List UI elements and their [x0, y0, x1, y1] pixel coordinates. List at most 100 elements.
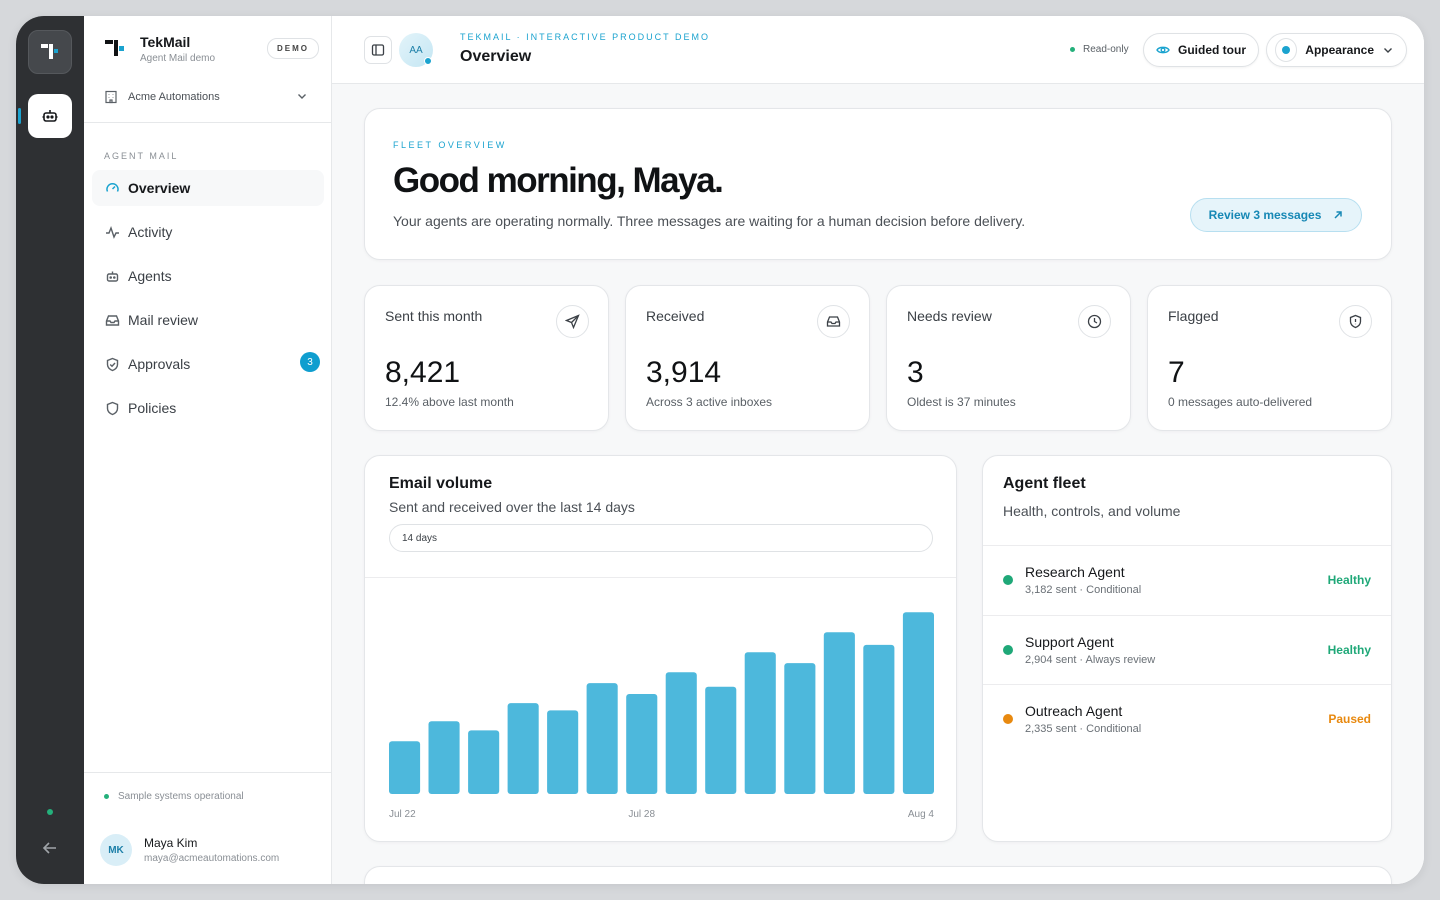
agent-row-support[interactable]: Support Agent 2,904 sent · Always review… — [983, 615, 1391, 685]
sidebar-item-label: Policies — [128, 400, 177, 416]
sidebar-footer-divider — [84, 772, 331, 773]
page-title: Overview — [460, 48, 532, 65]
stat-card-received: Received 3,914 Across 3 active inboxes — [625, 285, 870, 431]
bot-icon — [41, 107, 59, 125]
main-content: AA TEKMAIL · INTERACTIVE PRODUCT DEMO Ov… — [332, 16, 1424, 884]
bar-jul-25[interactable] — [507, 703, 539, 794]
x-tick-label: Jul 22 — [389, 809, 416, 820]
clock-icon — [1078, 305, 1111, 338]
sidebar-item-activity[interactable]: Activity — [92, 214, 324, 250]
tekmail-logo[interactable] — [28, 30, 72, 74]
arrow-left-icon — [42, 840, 58, 856]
review-messages-label: Review 3 messages — [1208, 208, 1322, 222]
bar-jul-22[interactable] — [389, 741, 421, 794]
bar-aug-1[interactable] — [784, 663, 816, 794]
agent-row-outreach[interactable]: Outreach Agent 2,335 sent · Conditional … — [983, 684, 1391, 754]
sidebar-divider — [84, 122, 331, 123]
appearance-button[interactable]: Appearance — [1266, 33, 1407, 67]
sidebar-item-approvals[interactable]: Approvals 3 — [92, 346, 324, 382]
sidebar-item-mail-review[interactable]: Mail review — [92, 302, 324, 338]
agent-name: Research Agent — [1025, 564, 1125, 580]
eye-icon — [1156, 43, 1170, 57]
bar-aug-4[interactable] — [902, 612, 934, 794]
bar-jul-23[interactable] — [428, 721, 460, 794]
workspace-initials: AA — [409, 44, 423, 56]
user-email: maya@acmeautomations.com — [144, 853, 280, 864]
stat-value: 3,914 — [646, 356, 722, 389]
agent-mail-app-button[interactable] — [28, 94, 72, 138]
page-header: AA TEKMAIL · INTERACTIVE PRODUCT DEMO Ov… — [332, 16, 1424, 84]
rail-active-indicator — [18, 108, 21, 124]
sidebar-item-label: Mail review — [128, 312, 199, 328]
bar-jul-30[interactable] — [705, 686, 737, 794]
sidebar-item-label: Activity — [128, 224, 173, 240]
sidebar-panel-icon — [371, 43, 385, 57]
avatar: MK — [100, 834, 132, 866]
greeting-title: Good morning, Maya. — [393, 161, 724, 200]
shield-icon — [104, 400, 120, 416]
sidebar-item-policies[interactable]: Policies — [92, 390, 324, 426]
guided-tour-button[interactable]: Guided tour — [1143, 33, 1259, 67]
readonly-indicator: Read-only — [1070, 44, 1129, 55]
bar-jul-27[interactable] — [586, 683, 618, 794]
bar-aug-2[interactable] — [823, 632, 855, 794]
bar-jul-28[interactable] — [626, 694, 658, 794]
agent-row-research[interactable]: Research Agent 3,182 sent · Conditional … — [983, 545, 1391, 615]
bar-aug-3[interactable] — [863, 644, 895, 794]
x-tick-label: Aug 4 — [908, 809, 935, 820]
agent-fleet-subtitle: Health, controls, and volume — [1003, 503, 1181, 519]
back-button[interactable] — [40, 838, 60, 858]
agent-status: Paused — [1328, 712, 1371, 726]
sidebar-item-overview[interactable]: Overview — [92, 170, 324, 206]
date-range-select[interactable]: 14 days — [389, 524, 933, 552]
agent-status-dot — [1003, 645, 1013, 655]
agent-fleet-title: Agent fleet — [1003, 475, 1086, 492]
sidebar-item-agents[interactable]: Agents — [92, 258, 324, 294]
bar-jul-24[interactable] — [468, 730, 500, 794]
user-profile[interactable]: MK Maya Kim maya@acmeautomations.com — [100, 834, 279, 866]
review-messages-button[interactable]: Review 3 messages — [1190, 198, 1362, 232]
next-section-card — [364, 866, 1392, 884]
brand-name: TekMail — [140, 34, 191, 50]
building-icon — [104, 90, 120, 104]
readonly-dot — [1070, 47, 1075, 52]
pulse-icon — [104, 224, 120, 240]
email-volume-subtitle: Sent and received over the last 14 days — [389, 499, 635, 515]
bot-icon — [104, 268, 120, 284]
stat-value: 8,421 — [385, 356, 461, 389]
x-tick-label: Jul 28 — [628, 809, 655, 820]
bar-jul-26[interactable] — [547, 710, 579, 794]
stat-card-needs-review: Needs review 3 Oldest is 37 minutes — [886, 285, 1131, 431]
app-rail — [16, 16, 84, 884]
online-indicator — [424, 57, 432, 65]
bar-jul-29[interactable] — [665, 672, 697, 794]
shield-check-icon — [104, 356, 120, 372]
toggle-sidebar-button[interactable] — [364, 36, 392, 64]
inbox-icon — [104, 312, 120, 328]
approvals-count-badge: 3 — [300, 352, 320, 372]
nav-section-label: AGENT MAIL — [104, 151, 179, 161]
system-status: Sample systems operational — [104, 791, 244, 802]
org-name: Acme Automations — [128, 91, 220, 103]
stat-value: 3 — [907, 356, 924, 389]
sidebar-item-label: Agents — [128, 268, 172, 284]
agent-meta: 2,904 sent · Always review — [1025, 654, 1156, 666]
agent-status-dot — [1003, 575, 1013, 585]
stat-label: Sent this month — [385, 308, 483, 324]
workspace-avatar: AA — [399, 33, 433, 67]
agent-meta: 3,182 sent · Conditional — [1025, 584, 1142, 596]
fleet-overview-hero: FLEET OVERVIEW Good morning, Maya. Your … — [364, 108, 1392, 260]
agent-fleet-card: Agent fleet Health, controls, and volume… — [982, 455, 1392, 842]
system-status-text: Sample systems operational — [118, 791, 244, 802]
stat-note: 0 messages auto-delivered — [1168, 395, 1313, 409]
chevron-down-icon — [1382, 44, 1394, 56]
appearance-label: Appearance — [1305, 43, 1374, 57]
stat-note: Across 3 active inboxes — [646, 395, 773, 409]
arrow-up-right-icon — [1333, 210, 1343, 220]
org-switcher[interactable]: Acme Automations — [104, 86, 314, 108]
sidebar: TekMail Agent Mail demo DEMO Acme Automa… — [84, 16, 332, 884]
header-eyebrow: TEKMAIL · INTERACTIVE PRODUCT DEMO — [460, 32, 711, 42]
brand: TekMail Agent Mail demo — [104, 34, 215, 64]
bar-jul-31[interactable] — [744, 652, 776, 794]
stat-label: Flagged — [1168, 308, 1219, 324]
